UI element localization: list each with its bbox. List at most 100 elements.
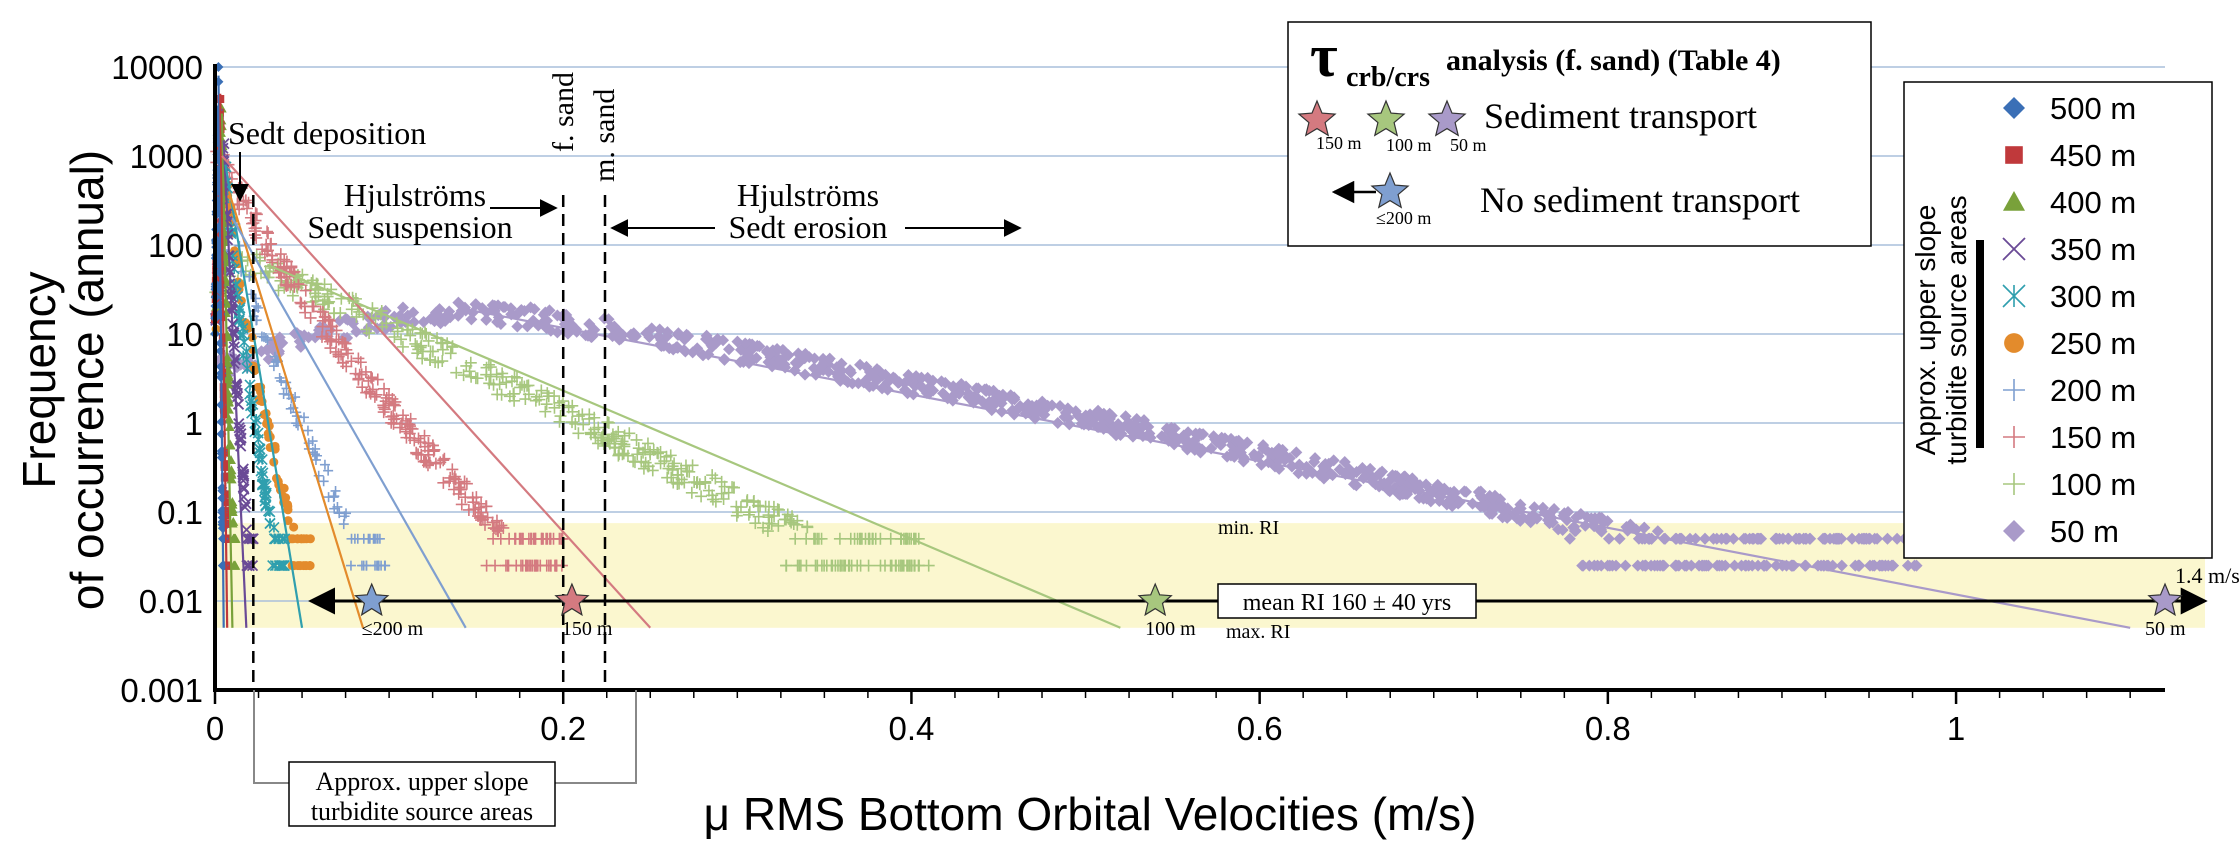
legend-marker (2003, 426, 2025, 448)
data-point (510, 371, 523, 384)
data-point (1137, 419, 1150, 432)
data-point (327, 307, 340, 320)
hjulstroms-suspension-line1: Hjulströms (344, 177, 486, 213)
fit-line (220, 113, 234, 628)
data-point (229, 533, 240, 543)
data-point (310, 443, 321, 454)
data-point (232, 390, 244, 403)
fit-lines (217, 75, 2131, 629)
data-point (470, 298, 483, 311)
data-point (1678, 559, 1691, 572)
fit-line (475, 310, 2131, 629)
legend-marker (2004, 333, 2024, 353)
data-point (752, 510, 765, 523)
data-point (241, 533, 253, 545)
data-point (520, 559, 533, 572)
data-point (869, 532, 882, 545)
data-point (229, 353, 241, 366)
data-point (508, 394, 521, 407)
data-point (361, 560, 372, 571)
data-point (623, 427, 636, 440)
tau-star-label: 150 m (562, 618, 613, 640)
data-point (923, 381, 936, 394)
data-point (980, 383, 993, 396)
data-point (654, 339, 667, 352)
data-point (426, 345, 439, 358)
data-point (717, 492, 730, 505)
data-point (606, 330, 619, 343)
data-point (1433, 494, 1446, 507)
data-point (452, 309, 465, 322)
data-point (1699, 532, 1712, 545)
data-point (678, 476, 691, 489)
data-point (349, 533, 360, 544)
data-point (902, 368, 915, 381)
data-point (718, 480, 731, 493)
data-point (539, 405, 552, 418)
data-point (1160, 422, 1173, 435)
data-point (480, 368, 493, 381)
data-point (378, 403, 391, 416)
data-point (695, 490, 708, 503)
hjulstroms-erosion-line2: Sedt erosion (728, 209, 887, 245)
data-point (605, 320, 618, 333)
data-point (329, 345, 342, 358)
data-point (378, 382, 391, 395)
data-point (299, 412, 310, 423)
data-point (323, 465, 334, 476)
data-point (548, 401, 561, 414)
data-point (801, 521, 814, 534)
source-area-box (288, 761, 556, 827)
data-point (400, 414, 413, 427)
data-point (289, 522, 299, 532)
data-point (412, 448, 425, 461)
data-point (233, 313, 245, 325)
tau-star (1137, 582, 1173, 617)
data-point (299, 306, 312, 319)
x-tick-label: 0.4 (888, 710, 934, 747)
tau-star-label: 50 m (2145, 618, 2186, 640)
data-point (1091, 407, 1104, 420)
data-point (1624, 518, 1637, 531)
data-point (535, 384, 548, 397)
hjulstroms-suspension-line2: Sedt suspension (307, 209, 512, 245)
data-point (490, 368, 503, 381)
data-point (491, 388, 504, 401)
data-point (993, 389, 1006, 402)
data-point (424, 354, 437, 367)
data-point (1770, 559, 1783, 572)
tau-star (354, 582, 390, 617)
data-point (709, 472, 722, 485)
data-point (1638, 521, 1651, 534)
data-point (947, 389, 960, 402)
x-tick-label: 0.2 (540, 710, 586, 747)
data-point (1826, 559, 1839, 572)
data-point (562, 401, 575, 414)
data-point (340, 343, 353, 356)
data-point (814, 361, 827, 374)
data-point (727, 481, 740, 494)
data-point (939, 389, 952, 402)
data-point (1013, 402, 1026, 415)
data-point (1364, 462, 1377, 475)
data-point (319, 459, 330, 470)
data-point (1563, 532, 1576, 545)
tau-subscript: crb/crs (1346, 62, 1430, 93)
data-point (1891, 532, 1904, 545)
legend-marker (2003, 473, 2025, 495)
data-point (230, 560, 241, 570)
data-point (1256, 442, 1269, 455)
data-point (706, 469, 719, 482)
data-point (371, 373, 384, 386)
data-point (654, 446, 667, 459)
data-point (446, 463, 459, 476)
legend-label: 450 m (2050, 138, 2136, 173)
data-point (780, 559, 793, 572)
data-point (1852, 532, 1865, 545)
data-point (1271, 447, 1284, 460)
data-point (252, 427, 264, 439)
tau-stars: ≤200 m 150 m 100 m 50 m 1.4 m/s (354, 563, 2239, 640)
data-point (1167, 428, 1180, 441)
data-point (642, 460, 655, 473)
data-point (1059, 406, 1072, 419)
